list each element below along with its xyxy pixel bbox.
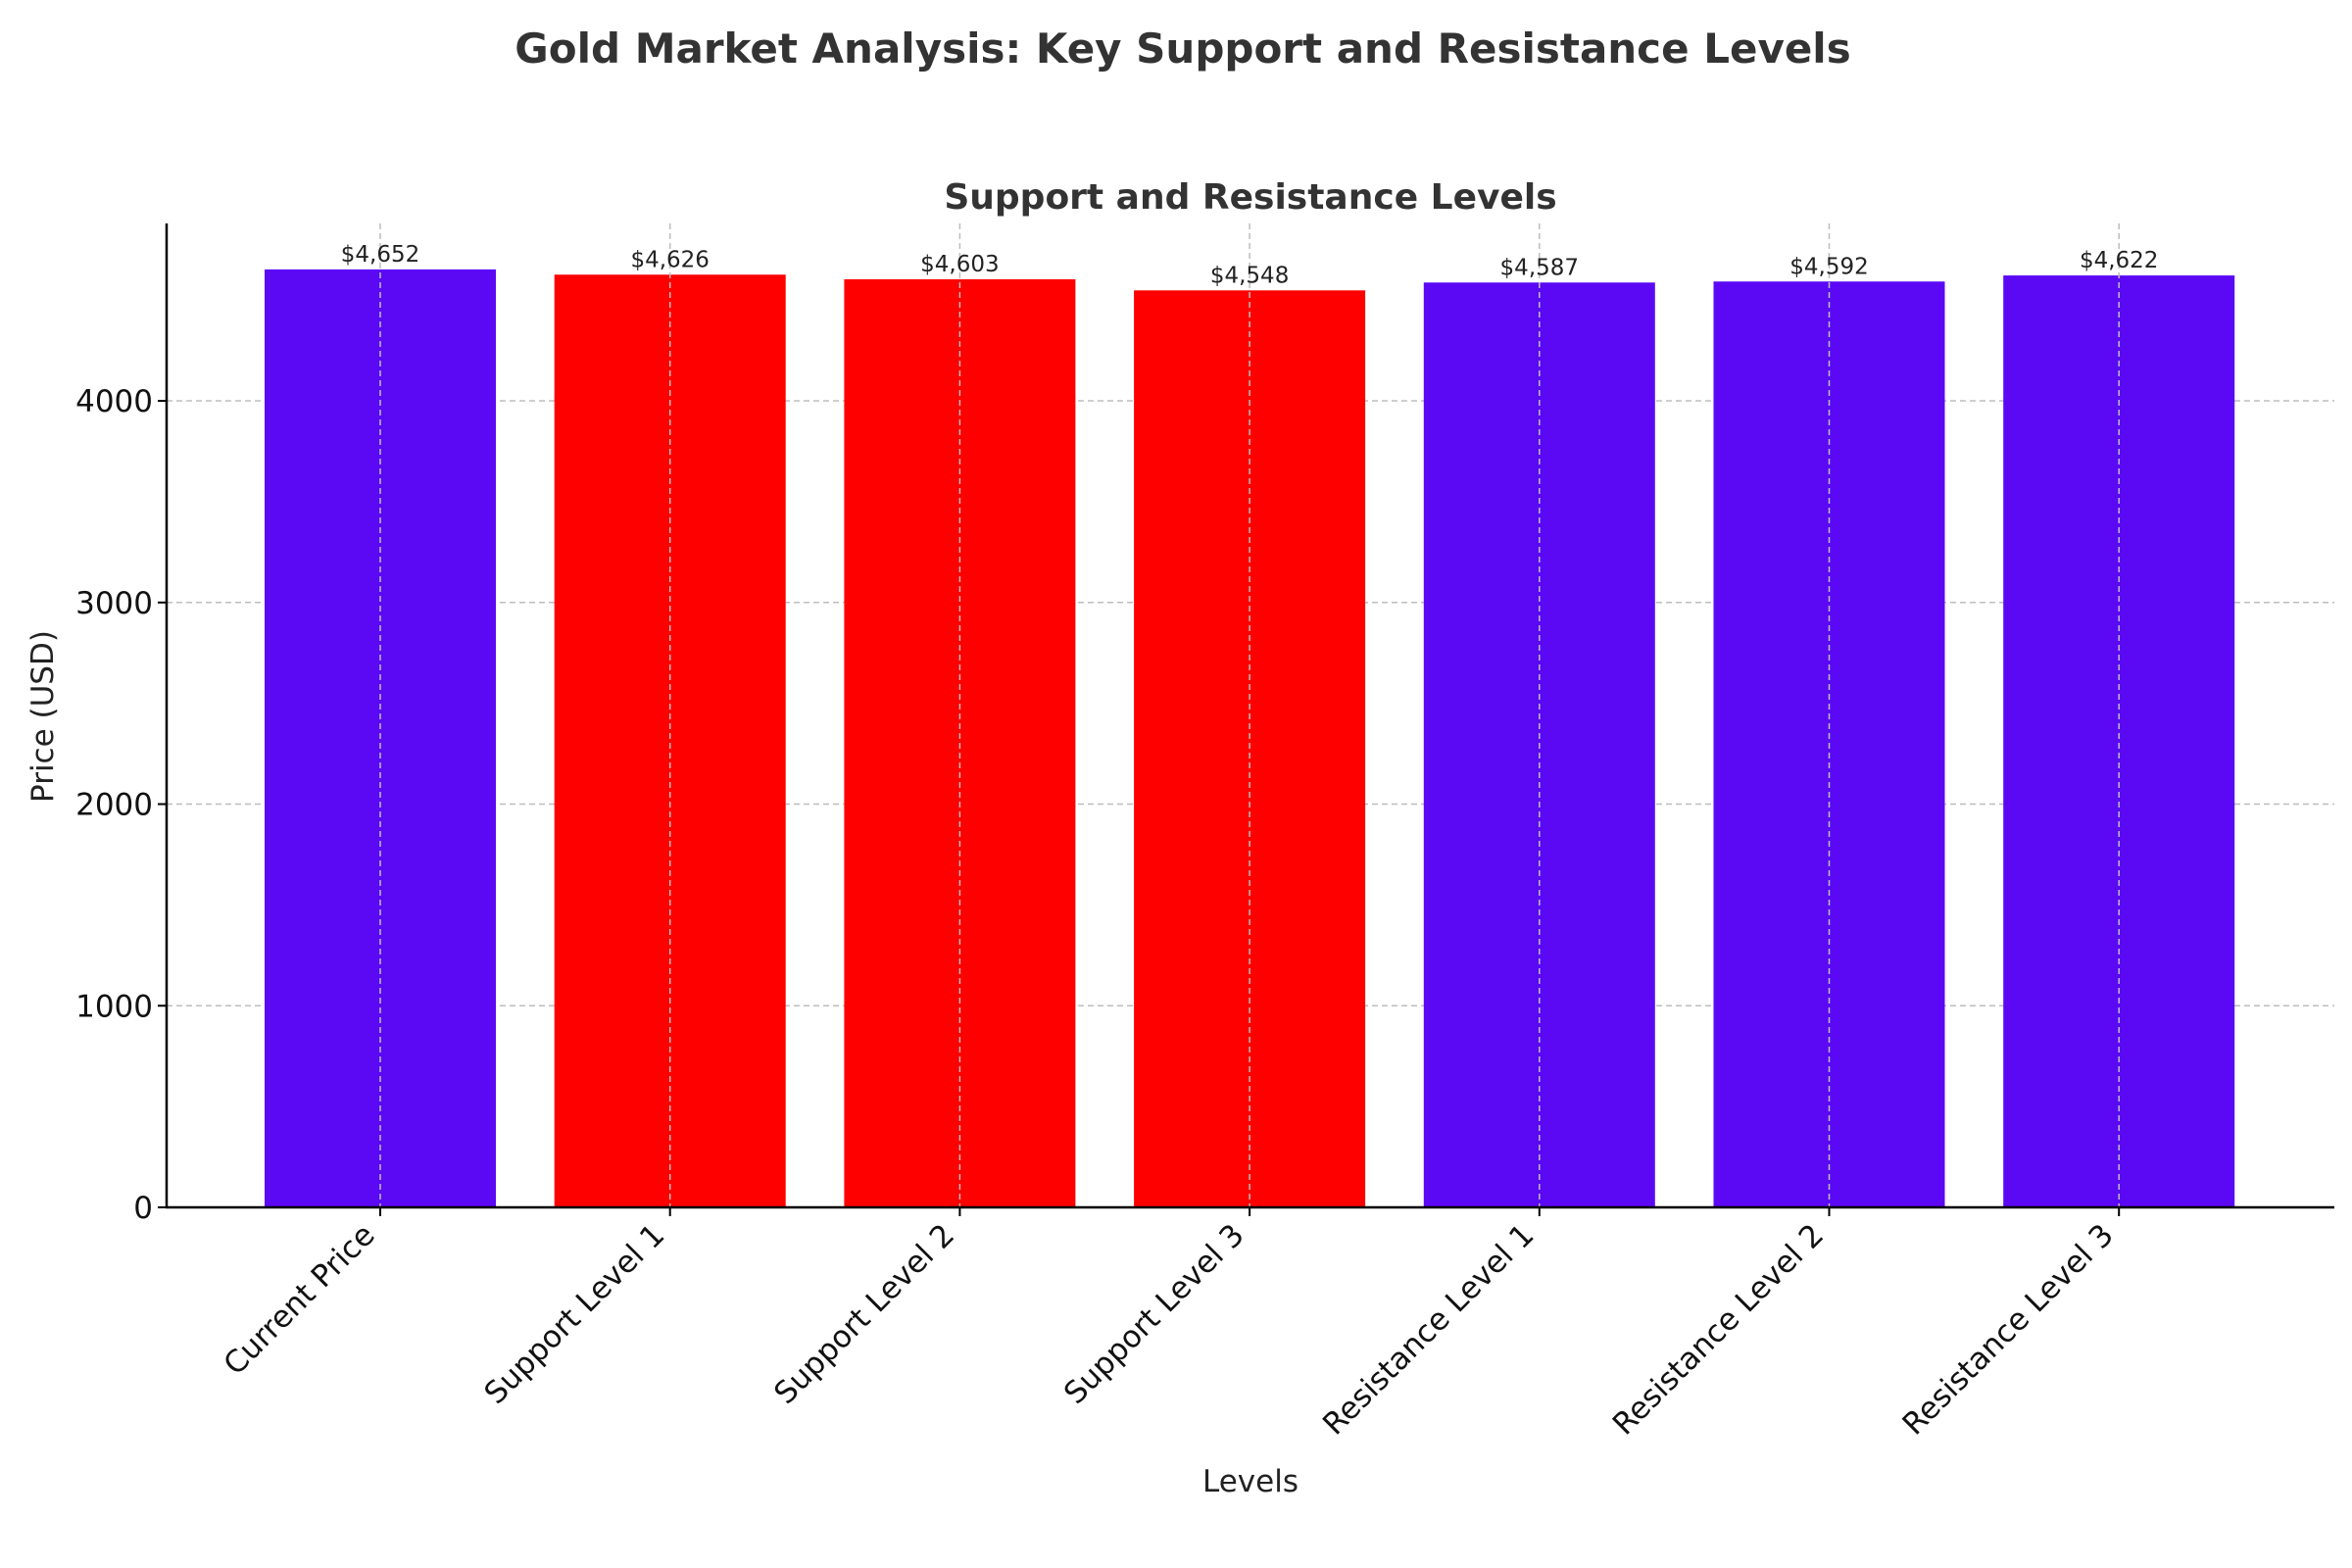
x-tick-label: Support Level 1 bbox=[477, 1217, 671, 1411]
y-tick-label: 3000 bbox=[75, 586, 153, 621]
data-label: $4,592 bbox=[1789, 254, 1868, 279]
data-label: $4,652 bbox=[341, 242, 419, 268]
data-label: $4,548 bbox=[1210, 263, 1289, 288]
y-ticks: 0 1000 2000 3000 4000 bbox=[75, 384, 167, 1226]
data-labels: $4,652 $4,626 $4,603 $4,548 $4,587 $4,592 $4,6… bbox=[341, 242, 2159, 288]
x-tick-label: Resistance Level 1 bbox=[1316, 1217, 1541, 1442]
figure-title: Gold Market Analysis: Key Support and Re… bbox=[514, 24, 1850, 73]
y-tick-label: 2000 bbox=[75, 788, 153, 823]
y-axis-label: Price (USD) bbox=[25, 630, 61, 803]
y-tick-label: 0 bbox=[133, 1191, 153, 1226]
data-label: $4,622 bbox=[2080, 248, 2158, 273]
x-tick-label: Support Level 2 bbox=[767, 1217, 961, 1411]
x-axis-label: Levels bbox=[1202, 1464, 1298, 1499]
x-tick-label: Support Level 3 bbox=[1057, 1217, 1251, 1411]
vertical-grid bbox=[379, 223, 2120, 1207]
data-label: $4,587 bbox=[1500, 255, 1579, 280]
data-label: $4,603 bbox=[920, 252, 999, 277]
chart-title: Support and Resistance Levels bbox=[944, 177, 1556, 218]
x-tick-label: Current Price bbox=[217, 1217, 381, 1382]
y-tick-label: 1000 bbox=[75, 989, 153, 1024]
x-tick-label: Resistance Level 3 bbox=[1896, 1217, 2121, 1442]
x-ticks: Current Price Support Level 1 Support Leve… bbox=[217, 1207, 2121, 1443]
x-tick-label: Resistance Level 2 bbox=[1606, 1217, 1831, 1442]
y-tick-label: 4000 bbox=[75, 384, 153, 419]
data-label: $4,626 bbox=[630, 247, 709, 272]
